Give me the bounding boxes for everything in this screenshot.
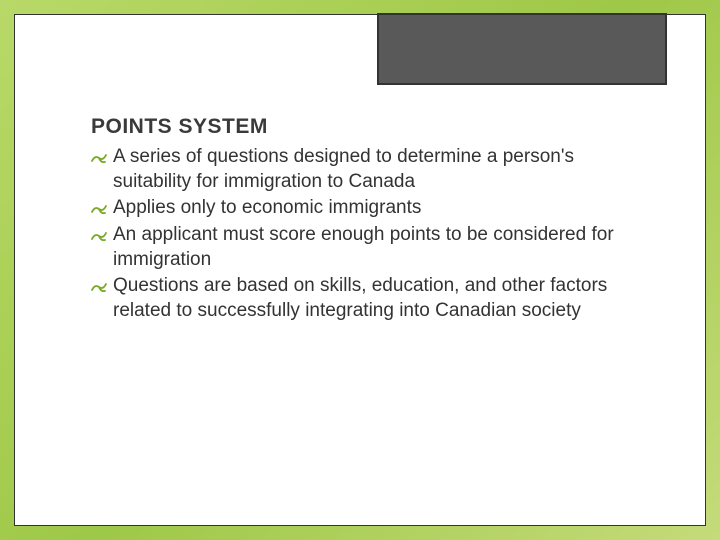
flourish-icon <box>91 227 107 241</box>
list-item: An applicant must score enough points to… <box>91 223 645 272</box>
flourish-icon <box>91 278 107 292</box>
bullet-text: Questions are based on skills, education… <box>113 275 607 321</box>
list-item: Questions are based on skills, education… <box>91 274 645 323</box>
bullet-text: An applicant must score enough points to… <box>113 224 614 270</box>
slide-frame: POINTS SYSTEM A series of questions desi… <box>14 14 706 526</box>
slide-content: POINTS SYSTEM A series of questions desi… <box>91 115 645 326</box>
corner-accent-box <box>377 13 667 85</box>
flourish-icon <box>91 149 107 163</box>
slide-title: POINTS SYSTEM <box>91 115 645 139</box>
list-item: Applies only to economic immigrants <box>91 196 645 221</box>
bullet-list: A series of questions designed to determ… <box>91 145 645 324</box>
flourish-icon <box>91 200 107 214</box>
bullet-text: A series of questions designed to determ… <box>113 146 574 192</box>
list-item: A series of questions designed to determ… <box>91 145 645 194</box>
bullet-text: Applies only to economic immigrants <box>113 197 421 218</box>
